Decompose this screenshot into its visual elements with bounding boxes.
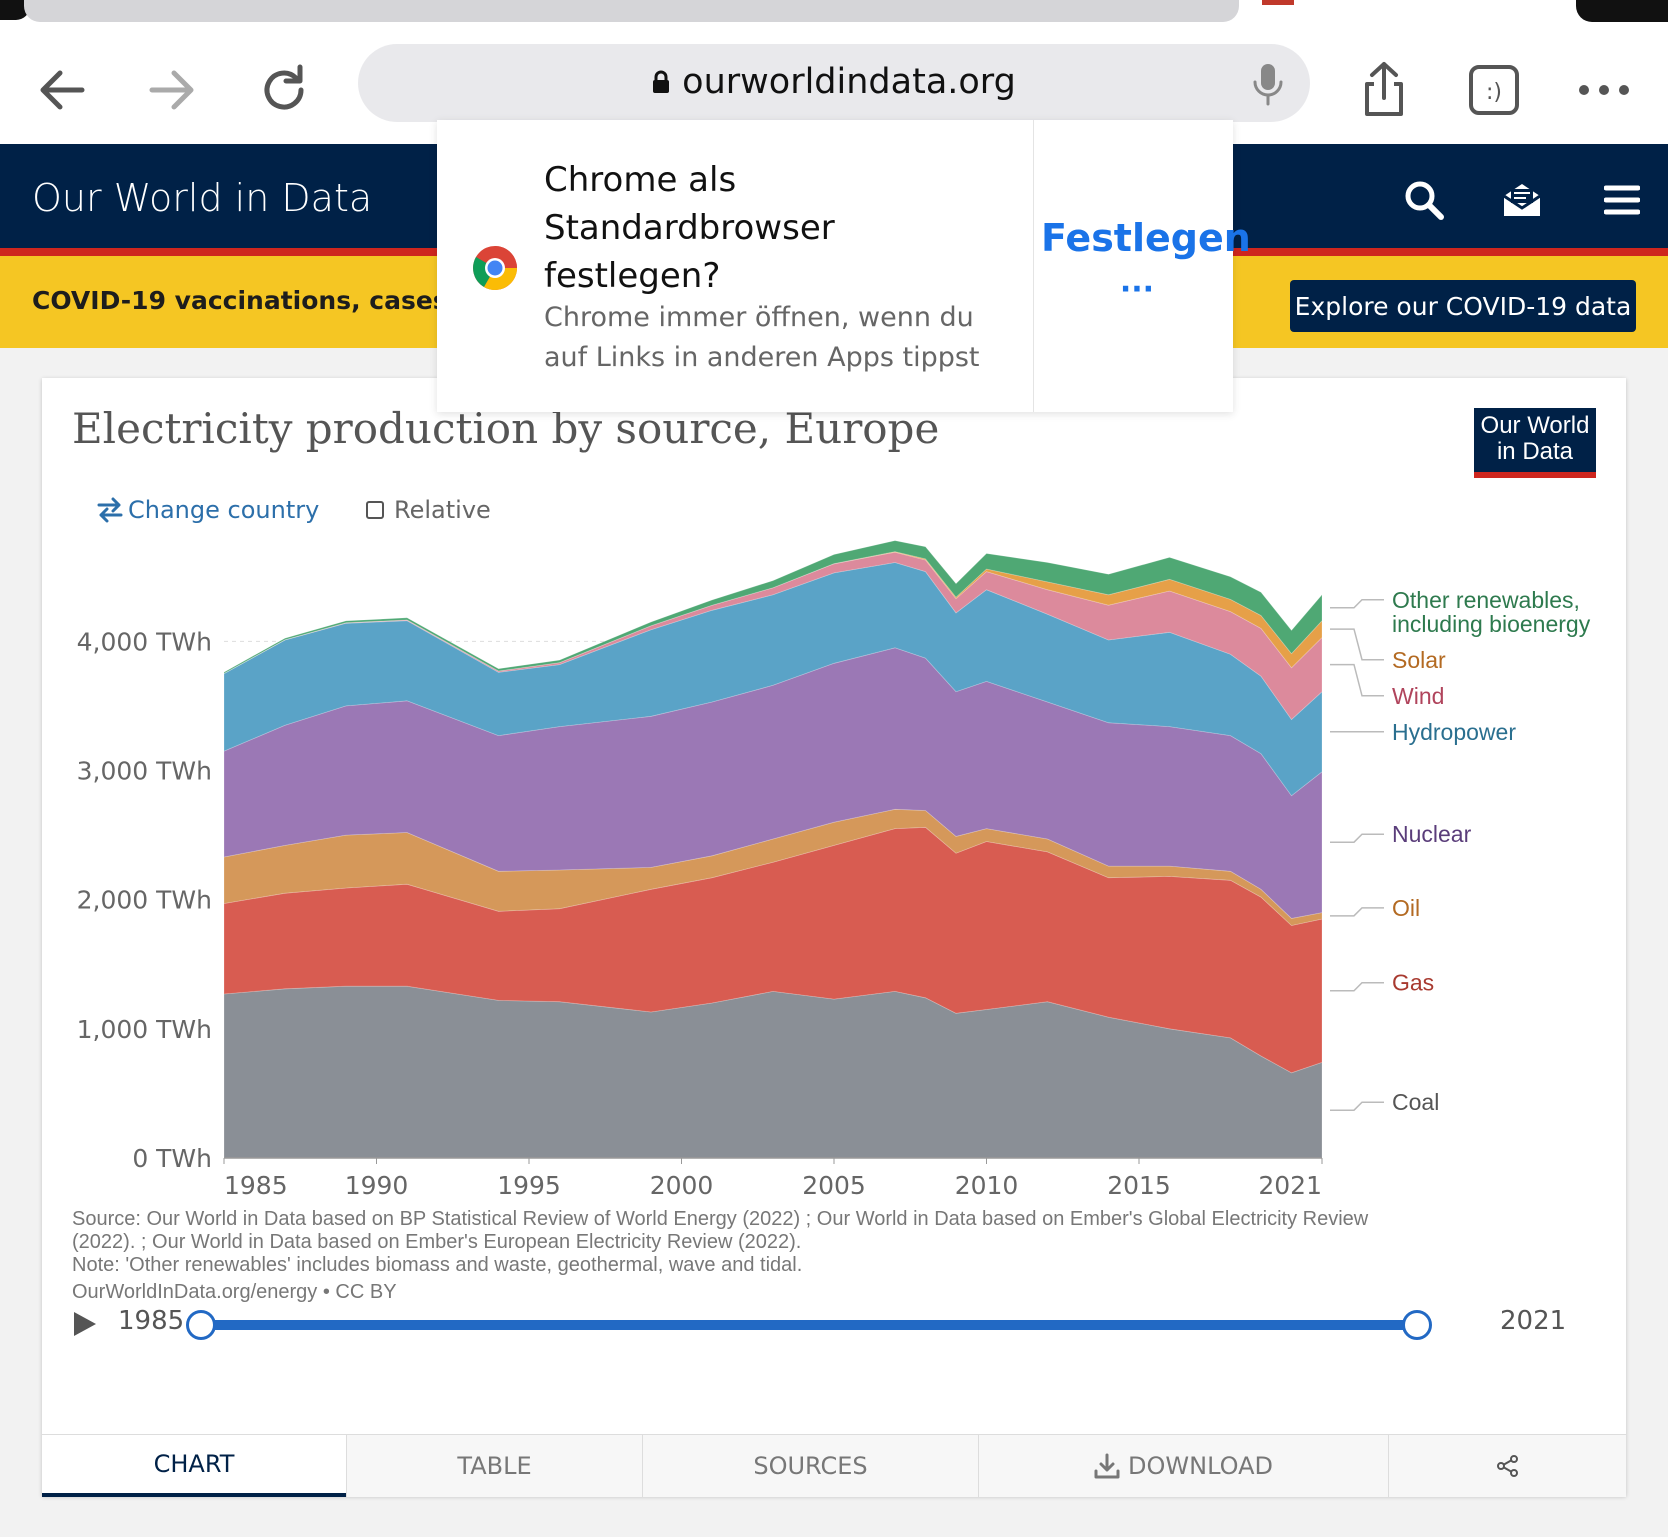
explore-covid-button[interactable]: Explore our COVID-19 data	[1290, 280, 1636, 332]
x-tick-label: 2000	[650, 1171, 714, 1200]
tab-chart[interactable]: CHART	[42, 1435, 346, 1497]
legend-label: Gas	[1392, 970, 1434, 996]
legend-label: including bioenergy	[1392, 611, 1591, 637]
download-icon	[1094, 1453, 1120, 1479]
timeline-end-label: 2021	[1500, 1306, 1566, 1336]
address-bar[interactable]: ourworldindata.org	[358, 44, 1310, 122]
tab-table[interactable]: TABLE	[346, 1435, 642, 1497]
chart-note: Note: 'Other renewables' includes biomas…	[72, 1254, 1572, 1277]
stacked-area-chart[interactable]: 0 TWh 1,000 TWh 2,000 TWh 3,000 TWh 4,000 TW…	[42, 378, 1626, 1208]
legend-label: Oil	[1392, 895, 1420, 921]
x-tick-label: 1990	[345, 1171, 409, 1200]
prompt-title: Chrome als Standardbrowser festlegen?	[544, 156, 1014, 300]
timeline-start-handle[interactable]	[186, 1310, 216, 1340]
x-tick-label: 1995	[497, 1171, 561, 1200]
prompt-divider	[1033, 120, 1034, 412]
timeline-start-label: 1985	[118, 1306, 184, 1336]
legend-leader-line	[1330, 629, 1384, 660]
chrome-logo-icon	[471, 244, 519, 297]
tab-download[interactable]: DOWNLOAD	[978, 1435, 1388, 1497]
x-tick-label: 2005	[802, 1171, 866, 1200]
legend-leader-line	[1330, 1102, 1384, 1110]
chart-card: Electricity production by source, Europe…	[42, 378, 1626, 1496]
source-line-2: (2022). ; Our World in Data based on Emb…	[72, 1231, 1572, 1254]
legend-label: Solar	[1392, 647, 1446, 673]
source-line-1: Source: Our World in Data based on BP St…	[72, 1208, 1572, 1231]
y-tick-label: 4,000 TWh	[77, 627, 212, 656]
timeline-track[interactable]	[202, 1320, 1416, 1330]
chart-areas	[224, 541, 1322, 1158]
url-text[interactable]: ourworldindata.org	[358, 62, 1310, 103]
newsletter-icon[interactable]	[1494, 172, 1550, 228]
legend-label: Coal	[1392, 1089, 1439, 1115]
y-tick-label: 1,000 TWh	[77, 1015, 212, 1044]
site-logo[interactable]: Our World in Data	[32, 176, 372, 220]
active-tab-indicator[interactable]	[1262, 0, 1294, 5]
share-icon[interactable]	[1352, 58, 1416, 122]
legend-label: Wind	[1392, 683, 1444, 709]
tabs-icon[interactable]: :)	[1462, 58, 1526, 122]
menu-icon[interactable]	[1594, 172, 1650, 228]
chart-legend: Other renewables,including bioenergy Sola…	[1330, 587, 1591, 1115]
chart-tabs: CHART TABLE SOURCES DOWNLOAD	[42, 1434, 1626, 1496]
legend-label: Hydropower	[1392, 719, 1516, 745]
prompt-subtitle: Chrome immer öffnen, wenn du auf Links i…	[544, 298, 1014, 378]
legend-leader-line	[1330, 665, 1384, 696]
tabs-count-label: :)	[1486, 80, 1502, 105]
mic-icon[interactable]	[1250, 62, 1286, 111]
timeline: 1985 2021	[72, 1304, 1596, 1344]
y-tick-label: 3,000 TWh	[77, 757, 212, 786]
x-tick-label: 2021	[1258, 1171, 1322, 1200]
legend-leader-line	[1330, 983, 1384, 991]
timeline-end-handle[interactable]	[1402, 1310, 1432, 1340]
lock-icon	[652, 63, 670, 103]
forward-icon[interactable]	[140, 58, 204, 122]
legend-leader-line	[1330, 834, 1384, 842]
x-tick-label: 2015	[1107, 1171, 1171, 1200]
tab-strip-edge-right	[1576, 0, 1668, 22]
legend-label: Other renewables,	[1392, 587, 1580, 613]
back-icon[interactable]	[30, 58, 94, 122]
inactive-tabs[interactable]	[24, 0, 1239, 22]
more-icon[interactable]	[1572, 58, 1636, 122]
browser-tab-strip	[0, 0, 1668, 24]
covid-banner-text[interactable]: COVID-19 vaccinations, cases, ex	[32, 286, 499, 315]
y-tick-label: 0 TWh	[132, 1144, 212, 1173]
default-browser-prompt: Chrome als Standardbrowser festlegen? Ch…	[437, 120, 1233, 412]
search-icon[interactable]	[1396, 172, 1452, 228]
share-chart-button[interactable]	[1388, 1435, 1626, 1497]
prompt-more-button[interactable]: ···	[1041, 272, 1233, 307]
tab-sources[interactable]: SOURCES	[642, 1435, 978, 1497]
y-tick-label: 2,000 TWh	[77, 886, 212, 915]
x-tick-label: 1985	[224, 1171, 288, 1200]
legend-leader-line	[1330, 908, 1384, 916]
chart-license[interactable]: OurWorldInData.org/energy • CC BY	[72, 1281, 1572, 1304]
play-icon[interactable]	[72, 1310, 98, 1343]
reload-icon[interactable]	[252, 58, 316, 122]
url-value: ourworldindata.org	[682, 62, 1016, 102]
legend-leader-line	[1330, 600, 1384, 608]
set-default-button[interactable]: Festlegen	[1041, 216, 1233, 260]
share-nodes-icon	[1496, 1454, 1520, 1478]
download-label: DOWNLOAD	[1128, 1452, 1273, 1480]
x-tick-label: 2010	[955, 1171, 1019, 1200]
legend-label: Nuclear	[1392, 821, 1472, 847]
chart-source: Source: Our World in Data based on BP St…	[72, 1208, 1572, 1304]
